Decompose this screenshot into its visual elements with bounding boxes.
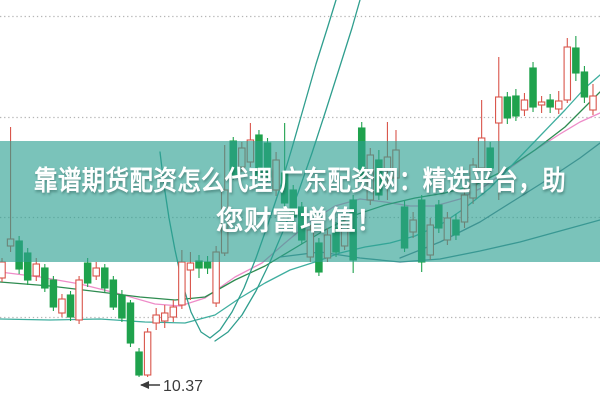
candle-down [66,291,75,321]
candle-up [143,328,152,377]
low-price-annotation: 10.37 [140,378,203,395]
candle-up [75,276,83,324]
candle-body [495,96,503,124]
annotation-arrowhead-icon [140,381,150,389]
candle-body [83,262,92,284]
candle-down [503,92,512,124]
candle-body [520,99,529,111]
candle-body [49,279,58,308]
candle-body [512,95,520,117]
candle-body [195,260,203,269]
candle-down [101,264,109,292]
candle-up [169,300,178,322]
banner-background [0,141,600,262]
candle-body [152,314,160,324]
candle-body [143,331,152,376]
candle-up [160,305,169,328]
candle-body [92,267,100,277]
candle-body [529,67,537,108]
candle-down [49,276,58,311]
candle-down [109,276,118,310]
candle-up [554,91,563,114]
candle-body [572,47,580,74]
candle-up [520,93,529,116]
candle-body [101,267,109,289]
candle-up [58,294,66,317]
candle-body [589,95,597,111]
candle-down [118,290,126,322]
candle-body [503,96,512,119]
candle-down [572,36,580,81]
candle-down [580,66,589,103]
candle-down [126,300,135,347]
candle-down [512,89,520,121]
candle-body [580,71,589,98]
candle-up [537,96,546,113]
candle-down [83,258,92,287]
candle-body [58,298,66,314]
candle-body [126,302,135,344]
candle-body [178,261,186,306]
candle-body [186,262,195,271]
candle-up [589,84,597,115]
banner-text-line2: 您财富增值！ [216,205,384,236]
candle-body [554,100,563,110]
candle-body [135,351,143,376]
banner-text-line1: 靠谱期货配资怎么代理 广东配资网：精选平台，助 [34,165,566,196]
candle-down [529,62,537,112]
candle-down [546,94,554,113]
candle-body [0,261,6,279]
candle-body [563,46,572,101]
annotation-low-value: 10.37 [163,378,203,395]
candle-up [563,38,572,103]
candle-body [203,261,212,269]
candle-body [546,99,554,108]
candle-body [32,263,41,277]
banner-overlay: 靠谱期货配资怎么代理 广东配资网：精选平台，助 您财富增值！ [0,141,600,262]
candle-body [66,294,75,318]
candle-body [169,306,178,318]
candle-body [75,279,83,321]
candle-body [160,312,169,322]
candle-up [92,262,100,280]
candle-up [152,308,160,330]
candle-body [537,101,546,106]
candle-body [118,294,126,319]
candle-body [41,267,49,289]
candle-down [41,264,49,292]
candle-body [109,279,118,308]
candle-down [135,348,143,377]
